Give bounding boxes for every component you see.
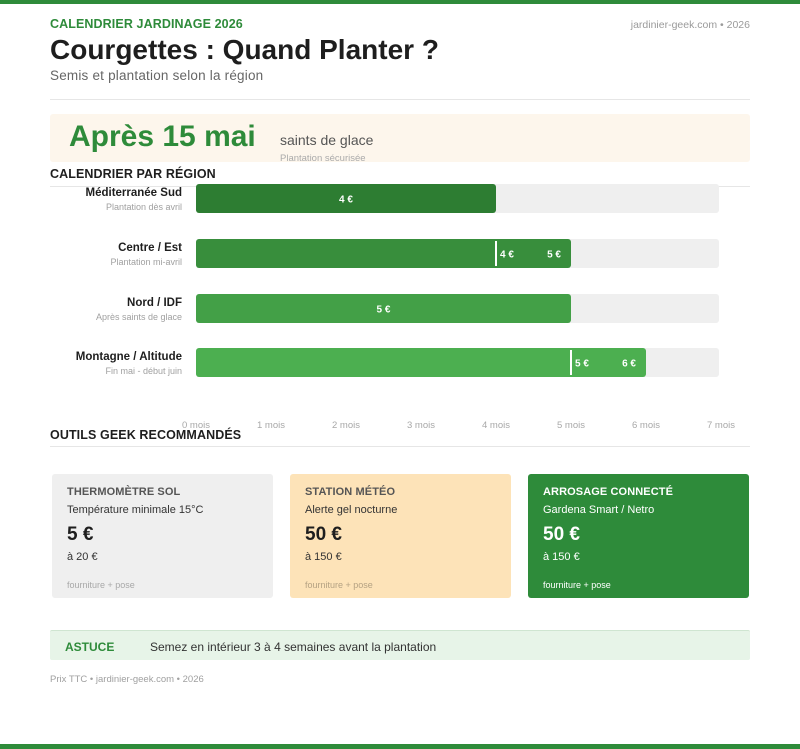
tool-card-footnote: fourniture + pose <box>543 580 611 590</box>
bar <box>196 184 496 213</box>
tool-card-title: THERMOMÈTRE SOL <box>67 486 181 498</box>
divider <box>50 99 750 100</box>
footer-credit: Prix TTC • jardinier-geek.com • 2026 <box>50 674 204 685</box>
page-subtitle: Semis et plantation selon la région <box>50 68 264 83</box>
tool-card-description: Température minimale 15°C <box>67 504 204 516</box>
x-tick-label: 5 mois <box>557 420 585 431</box>
bar-value-label: 5 € <box>377 305 391 316</box>
x-tick-label: 1 mois <box>257 420 285 431</box>
region-label: Centre / Est <box>118 242 182 254</box>
region-label: Nord / IDF <box>127 297 182 309</box>
tool-card-footnote: fourniture + pose <box>305 580 373 590</box>
bar-value-label: 4 € <box>339 195 353 206</box>
tip-text: Semez en intérieur 3 à 4 semaines avant … <box>150 640 437 654</box>
hero-headline: Après 15 mai <box>69 120 256 153</box>
tip-banner: ASTUCE Semez en intérieur 3 à 4 semaines… <box>50 630 750 660</box>
bottom-accent-bar <box>0 744 800 749</box>
tool-card-price-max: à 150 € <box>543 551 580 563</box>
tool-card-price: 50 € <box>305 524 342 545</box>
bar-value-label: 5 € <box>575 359 589 370</box>
bar-value-label: 5 € <box>547 250 561 261</box>
bar-value-label: 6 € <box>622 359 636 370</box>
region-note: Après saints de glace <box>96 312 182 322</box>
kicker: CALENDRIER JARDINAGE 2026 <box>50 17 243 31</box>
tool-card-connected-watering: ARROSAGE CONNECTÉ Gardena Smart / Netro … <box>528 474 749 598</box>
tool-card-price-max: à 150 € <box>305 551 342 563</box>
tool-card-title: ARROSAGE CONNECTÉ <box>543 486 674 498</box>
site-credit-top: jardinier-geek.com • 2026 <box>630 19 750 31</box>
hero-note: Plantation sécurisée <box>280 153 366 164</box>
section-title-tools: OUTILS GEEK RECOMMANDÉS <box>50 428 242 442</box>
top-accent-bar <box>0 0 800 4</box>
hero-banner: Après 15 mai saints de glace Plantation … <box>50 114 750 164</box>
bar <box>196 239 571 268</box>
bar <box>196 348 646 377</box>
x-tick-label: 6 mois <box>632 420 660 431</box>
tool-card-price-max: à 20 € <box>67 551 98 563</box>
x-tick-label: 2 mois <box>332 420 360 431</box>
bar-marker <box>495 241 497 266</box>
tool-card-price: 5 € <box>67 524 94 545</box>
tool-card-description: Alerte gel nocturne <box>305 504 398 516</box>
region-calendar-chart: Méditerranée Sud Plantation dès avril 4 € C… <box>76 184 735 431</box>
x-tick-label: 0 mois <box>182 420 210 431</box>
tool-card-footnote: fourniture + pose <box>67 580 135 590</box>
bar <box>196 294 571 323</box>
tool-card-title: STATION MÉTÉO <box>305 486 396 498</box>
tool-card-price: 50 € <box>543 524 580 545</box>
tool-card-soil-thermometer: THERMOMÈTRE SOL Température minimale 15°… <box>52 474 273 598</box>
tool-card-description: Gardena Smart / Netro <box>543 504 655 516</box>
tool-card-weather-station: STATION MÉTÉO Alerte gel nocturne 50 € à… <box>290 474 511 598</box>
region-note: Fin mai - début juin <box>105 366 182 376</box>
region-note: Plantation dès avril <box>106 202 182 212</box>
region-label: Méditerranée Sud <box>86 187 183 199</box>
tip-label: ASTUCE <box>65 640 115 654</box>
bar-marker <box>570 350 572 375</box>
x-tick-label: 3 mois <box>407 420 435 431</box>
hero-side-text: saints de glace <box>280 132 374 148</box>
page-title: Courgettes : Quand Planter ? <box>50 34 439 65</box>
divider <box>50 446 750 447</box>
x-tick-label: 7 mois <box>707 420 735 431</box>
x-tick-label: 4 mois <box>482 420 510 431</box>
section-title-calendar: CALENDRIER PAR RÉGION <box>50 167 216 181</box>
bar-value-label: 4 € <box>500 250 514 261</box>
region-label: Montagne / Altitude <box>76 351 182 363</box>
region-note: Plantation mi-avril <box>110 257 182 267</box>
